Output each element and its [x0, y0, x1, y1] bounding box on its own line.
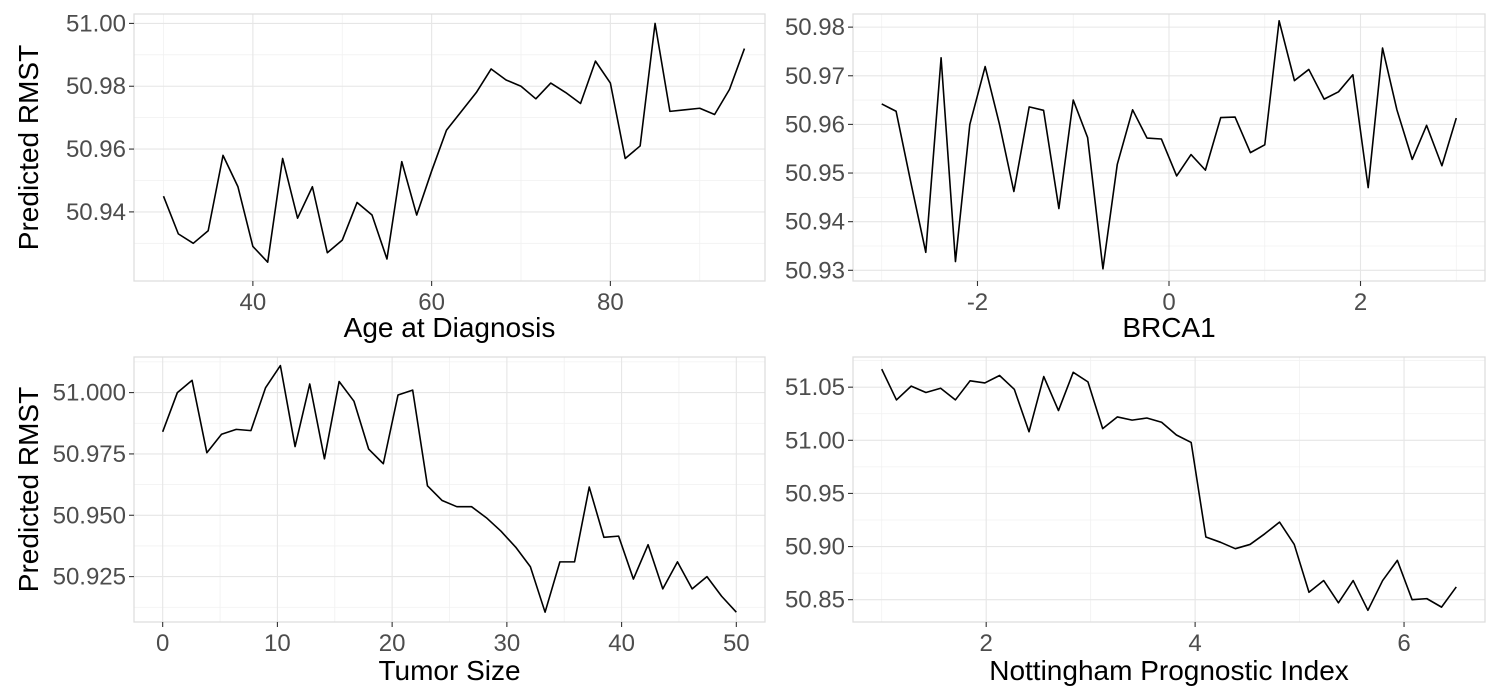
chart-panel-1: 40 60 80 50.94 50.96 50.98 51.00 Age at Diagnos… — [13, 10, 766, 343]
x-axis-title: Nottingham Prognostic Index — [989, 655, 1349, 686]
chart-panel-3: 0 10 20 30 40 50 50.925 50.950 50.975 51.000 Tumor… — [13, 356, 766, 686]
x-tick-label: 30 — [494, 630, 521, 657]
series-line-1 — [881, 368, 1457, 612]
y-tick-label: 51.00 — [785, 427, 845, 454]
y-tick-label: 50.85 — [785, 587, 845, 614]
y-tick-label: 50.95 — [785, 480, 845, 507]
y-tick-label: 50.950 — [53, 502, 126, 529]
y-tick-label: 51.00 — [66, 10, 126, 37]
x-tick-label: 0 — [156, 630, 169, 657]
y-tick-label: 50.93 — [785, 257, 845, 284]
y-tick-label: 51.05 — [785, 374, 845, 401]
y-tick-label: 50.98 — [785, 14, 845, 41]
x-tick-label: 40 — [608, 630, 635, 657]
y-tick-label: 50.98 — [66, 73, 126, 100]
x-tick-label: -2 — [967, 289, 988, 316]
panel-border — [133, 13, 766, 282]
y-tick-label: 51.000 — [53, 380, 126, 407]
y-tick-label: 50.96 — [66, 136, 126, 163]
y-tick-label: 50.95 — [785, 160, 845, 187]
y-tick-label: 50.925 — [53, 564, 126, 591]
y-axis-title: Predicted RMST — [13, 45, 44, 250]
chart-panel-2: -2 0 2 50.93 50.94 50.95 50.96 50.97 50.98 BRCA1 — [785, 13, 1486, 343]
y-tick-label: 50.975 — [53, 441, 126, 468]
y-tick-label: 50.97 — [785, 63, 845, 90]
x-tick-label: 20 — [379, 630, 406, 657]
x-tick-label: 80 — [597, 289, 624, 316]
panel-border — [852, 356, 1486, 623]
x-tick-label: 2 — [980, 630, 993, 657]
x-tick-label: 2 — [1354, 289, 1367, 316]
x-tick-label: 10 — [264, 630, 291, 657]
y-tick-label: 50.94 — [785, 209, 845, 236]
y-tick-label: 50.90 — [785, 534, 845, 561]
x-tick-label: 6 — [1397, 630, 1410, 657]
x-axis-title: BRCA1 — [1122, 312, 1215, 343]
series-line-1 — [161, 364, 737, 613]
x-tick-label: 4 — [1188, 630, 1201, 657]
x-axis-title: Age at Diagnosis — [344, 312, 556, 343]
x-axis-title: Tumor Size — [378, 655, 520, 686]
x-tick-label: 0 — [1162, 289, 1175, 316]
y-tick-label: 50.94 — [66, 199, 126, 226]
x-tick-label: 40 — [240, 289, 267, 316]
chart-panel-4: 2 4 6 50.85 50.90 50.95 51.00 51.05 Nottingham P… — [785, 356, 1486, 686]
y-tick-label: 50.96 — [785, 111, 845, 138]
series-line-1 — [162, 22, 746, 263]
y-axis-title: Predicted RMST — [13, 387, 44, 592]
x-tick-label: 50 — [723, 630, 750, 657]
panel-border — [133, 356, 766, 623]
series-line-1 — [881, 20, 1458, 270]
x-tick-label: 60 — [418, 289, 445, 316]
